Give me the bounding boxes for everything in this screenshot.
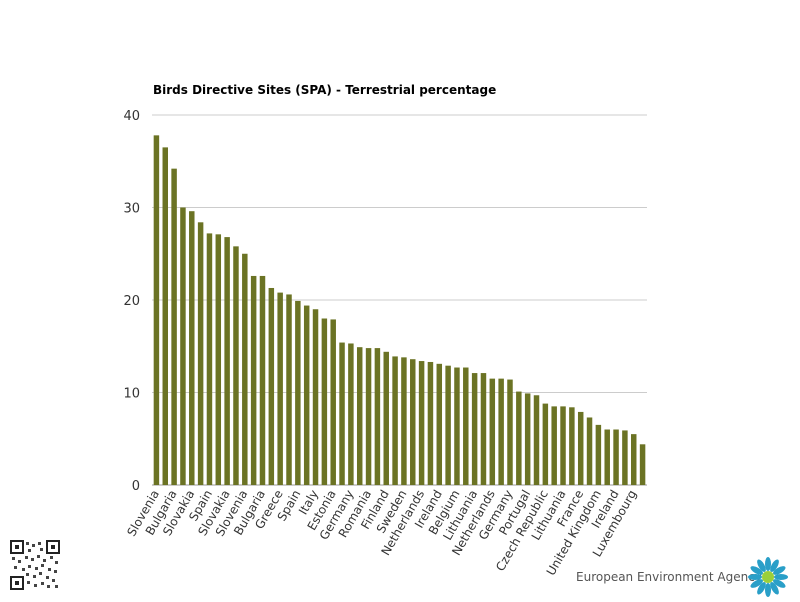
bar[interactable]: [295, 300, 301, 485]
bar[interactable]: [162, 147, 168, 486]
bar[interactable]: [383, 351, 389, 485]
bar[interactable]: [303, 305, 310, 485]
bar[interactable]: [463, 367, 469, 485]
bar[interactable]: [286, 294, 292, 485]
bar[interactable]: [153, 135, 160, 485]
bar[interactable]: [242, 253, 248, 485]
bar[interactable]: [392, 356, 398, 485]
y-tick-label: 30: [123, 202, 140, 217]
bar[interactable]: [224, 237, 230, 485]
bar[interactable]: [250, 275, 257, 485]
bar[interactable]: [595, 424, 602, 486]
bar[interactable]: [471, 373, 478, 485]
bar[interactable]: [233, 246, 239, 485]
x-axis-ticks: SloveniaBulgariaSlovakiaSpainSlovakiaSlo…: [124, 488, 639, 578]
bar[interactable]: [171, 168, 177, 485]
bar[interactable]: [427, 361, 434, 485]
qr-code-icon: [10, 540, 60, 590]
bar[interactable]: [259, 275, 266, 485]
bar[interactable]: [613, 429, 619, 486]
bar[interactable]: [401, 357, 407, 485]
y-axis-ticks: 0 10 20 30 40: [123, 109, 140, 494]
bar[interactable]: [180, 207, 186, 486]
bar[interactable]: [330, 319, 336, 485]
bar[interactable]: [436, 363, 443, 485]
bar[interactable]: [339, 342, 345, 485]
bar[interactable]: [489, 378, 496, 486]
bar[interactable]: [321, 318, 328, 486]
bar[interactable]: [410, 359, 416, 485]
bar[interactable]: [507, 379, 513, 485]
bar[interactable]: [277, 292, 283, 485]
bar[interactable]: [215, 234, 222, 485]
y-tick-label: 40: [123, 109, 140, 124]
bar[interactable]: [569, 407, 575, 485]
bar[interactable]: [348, 343, 354, 485]
bar[interactable]: [374, 348, 381, 485]
bar[interactable]: [551, 406, 557, 486]
bar[interactable]: [586, 417, 593, 485]
bar[interactable]: [560, 406, 566, 486]
bar[interactable]: [622, 430, 628, 485]
y-tick-label: 20: [123, 294, 140, 309]
bar[interactable]: [445, 365, 451, 485]
bar[interactable]: [480, 373, 487, 485]
bar[interactable]: [639, 444, 646, 485]
bar[interactable]: [206, 233, 213, 485]
y-tick-label: 10: [123, 387, 140, 402]
bar[interactable]: [312, 309, 319, 485]
bar[interactable]: [454, 367, 460, 485]
y-tick-label: 0: [132, 479, 140, 494]
bar[interactable]: [604, 429, 610, 486]
agency-name: European Environment Agency: [576, 570, 762, 584]
bar[interactable]: [631, 434, 637, 486]
bar[interactable]: [365, 348, 372, 485]
bar[interactable]: [418, 361, 425, 485]
bar[interactable]: [577, 411, 584, 485]
bar[interactable]: [268, 287, 275, 485]
bar[interactable]: [197, 222, 204, 486]
bar[interactable]: [498, 378, 504, 486]
bar[interactable]: [356, 347, 363, 485]
bars: [153, 135, 646, 486]
chart-title: Birds Directive Sites (SPA) - Terrestria…: [153, 83, 496, 97]
eea-logo-icon: [745, 556, 791, 598]
bar[interactable]: [542, 403, 549, 485]
bar[interactable]: [524, 393, 531, 485]
bar[interactable]: [533, 395, 540, 485]
bar[interactable]: [516, 391, 522, 485]
bar[interactable]: [189, 211, 195, 485]
